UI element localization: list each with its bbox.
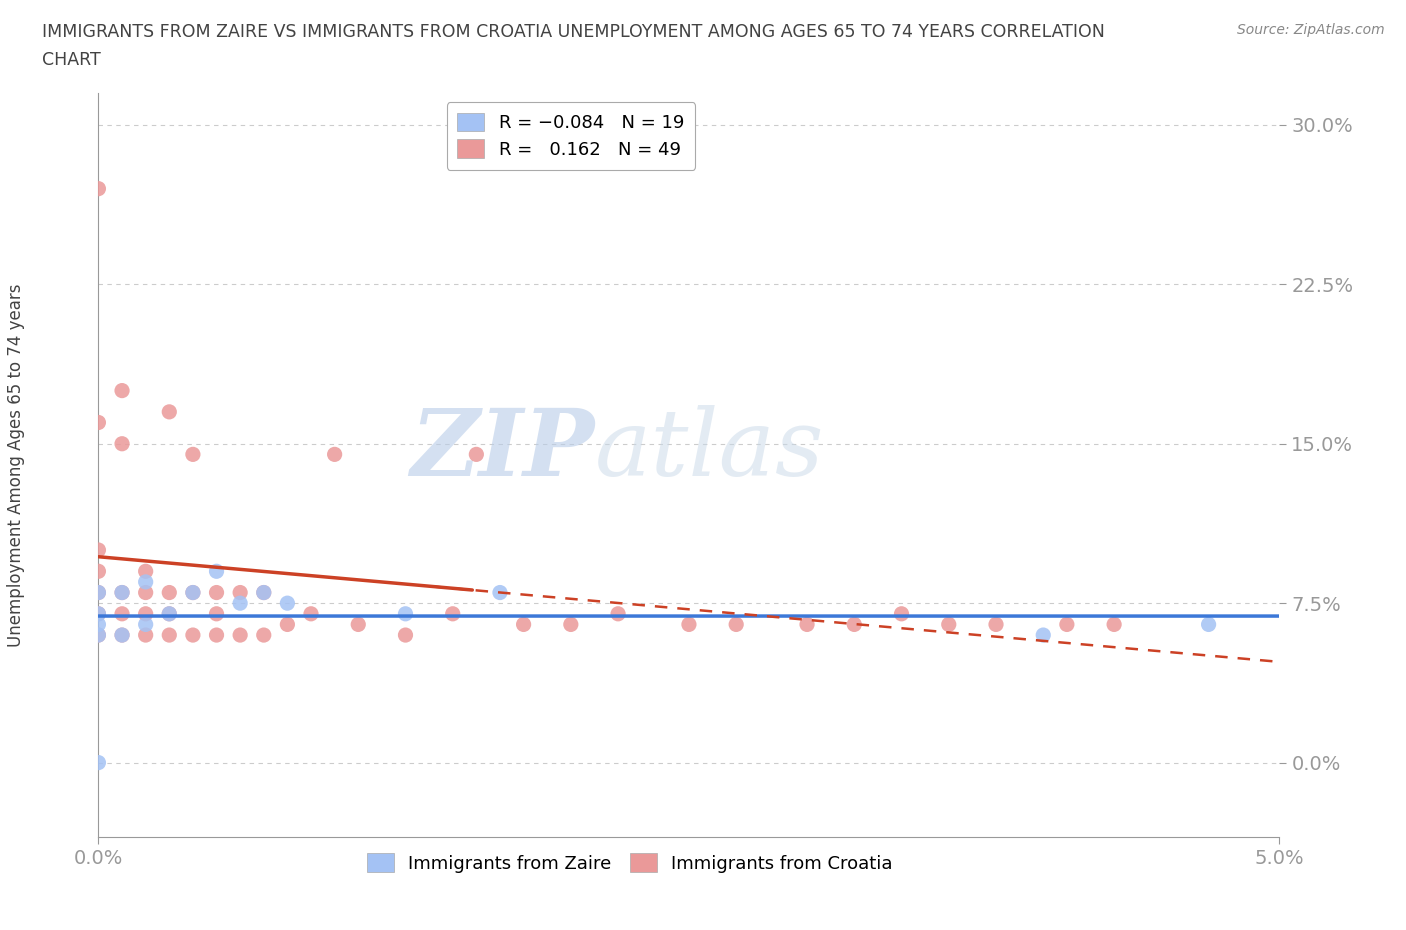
- Point: [489, 585, 512, 600]
- Point: [111, 628, 134, 643]
- Point: [229, 596, 252, 611]
- Point: [512, 617, 534, 631]
- Point: [111, 606, 134, 621]
- Point: [135, 575, 157, 590]
- Point: [135, 564, 157, 578]
- Point: [205, 606, 228, 621]
- Point: [1102, 617, 1125, 631]
- Point: [938, 617, 960, 631]
- Point: [1056, 617, 1078, 631]
- Point: [394, 606, 416, 621]
- Text: CHART: CHART: [42, 51, 101, 69]
- Point: [157, 585, 180, 600]
- Text: atlas: atlas: [595, 405, 824, 495]
- Point: [87, 628, 110, 643]
- Point: [87, 415, 110, 430]
- Point: [87, 181, 110, 196]
- Point: [229, 628, 252, 643]
- Point: [205, 585, 228, 600]
- Legend: Immigrants from Zaire, Immigrants from Croatia: Immigrants from Zaire, Immigrants from C…: [360, 846, 900, 880]
- Point: [135, 585, 157, 600]
- Text: ZIP: ZIP: [411, 405, 595, 495]
- Point: [135, 617, 157, 631]
- Point: [276, 596, 298, 611]
- Point: [441, 606, 464, 621]
- Point: [87, 617, 110, 631]
- Point: [157, 628, 180, 643]
- Point: [181, 585, 204, 600]
- Point: [87, 606, 110, 621]
- Point: [111, 585, 134, 600]
- Point: [205, 564, 228, 578]
- Point: [796, 617, 818, 631]
- Text: IMMIGRANTS FROM ZAIRE VS IMMIGRANTS FROM CROATIA UNEMPLOYMENT AMONG AGES 65 TO 7: IMMIGRANTS FROM ZAIRE VS IMMIGRANTS FROM…: [42, 23, 1105, 41]
- Point: [276, 617, 298, 631]
- Point: [111, 436, 134, 451]
- Point: [253, 585, 276, 600]
- Point: [1198, 617, 1220, 631]
- Point: [890, 606, 912, 621]
- Point: [87, 585, 110, 600]
- Point: [87, 564, 110, 578]
- Point: [157, 606, 180, 621]
- Point: [844, 617, 866, 631]
- Point: [87, 585, 110, 600]
- Point: [157, 606, 180, 621]
- Point: [205, 628, 228, 643]
- Point: [181, 447, 204, 462]
- Point: [299, 606, 322, 621]
- Point: [157, 405, 180, 419]
- Point: [1032, 628, 1054, 643]
- Point: [87, 628, 110, 643]
- Point: [347, 617, 370, 631]
- Point: [607, 606, 630, 621]
- Point: [111, 383, 134, 398]
- Point: [984, 617, 1007, 631]
- Point: [678, 617, 700, 631]
- Point: [253, 585, 276, 600]
- Point: [181, 628, 204, 643]
- Point: [253, 628, 276, 643]
- Point: [394, 628, 416, 643]
- Point: [135, 606, 157, 621]
- Point: [725, 617, 748, 631]
- Point: [181, 585, 204, 600]
- Point: [323, 447, 346, 462]
- Text: Unemployment Among Ages 65 to 74 years: Unemployment Among Ages 65 to 74 years: [7, 284, 25, 646]
- Point: [560, 617, 582, 631]
- Point: [229, 585, 252, 600]
- Point: [87, 755, 110, 770]
- Point: [87, 606, 110, 621]
- Point: [135, 628, 157, 643]
- Point: [87, 542, 110, 557]
- Point: [465, 447, 488, 462]
- Point: [111, 628, 134, 643]
- Text: Source: ZipAtlas.com: Source: ZipAtlas.com: [1237, 23, 1385, 37]
- Point: [111, 585, 134, 600]
